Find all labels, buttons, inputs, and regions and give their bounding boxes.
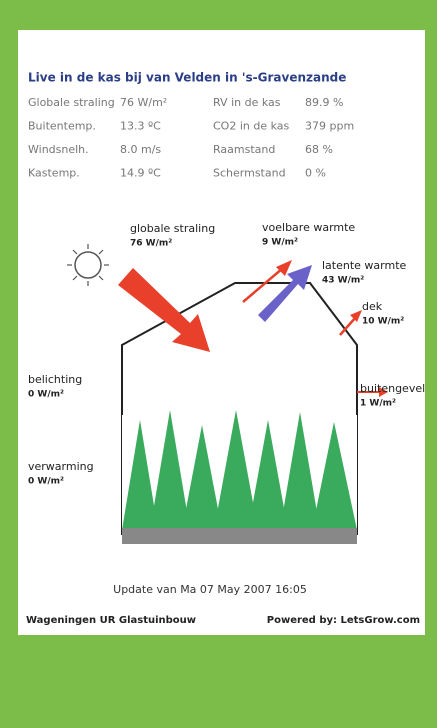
flow-value: 76 W/m²: [130, 239, 172, 249]
table-cell: 0 %: [305, 167, 326, 180]
table-cell: 68 %: [305, 143, 333, 156]
table-cell: Kastemp.: [28, 167, 80, 180]
screen: Live in de kas bij van Velden in 's-Grav…: [0, 0, 437, 728]
table-cell: Raamstand: [213, 143, 275, 156]
table-cell: Windsnelh.: [28, 143, 89, 156]
update-time: Update van Ma 07 May 2007 16:05: [113, 583, 307, 596]
flow-name: buitengevel: [360, 382, 425, 395]
flow-name: globale straling: [130, 222, 215, 235]
table-cell: 76 W/m²: [120, 96, 167, 109]
table-cell: Schermstand: [213, 167, 286, 180]
flow-name: voelbare warmte: [262, 221, 355, 234]
table-cell: RV in de kas: [213, 96, 281, 109]
table-cell: CO2 in de kas: [213, 120, 290, 133]
flow-value: 10 W/m²: [362, 317, 404, 327]
page: Live in de kas bij van Velden in 's-Grav…: [0, 0, 437, 728]
title: Live in de kas bij van Velden in 's-Grav…: [28, 71, 346, 85]
flow-value: 1 W/m²: [360, 399, 396, 409]
flow-name: latente warmte: [322, 259, 407, 272]
flow-value: 0 W/m²: [28, 477, 64, 487]
footer-left: Wageningen UR Glastuinbouw: [26, 615, 196, 626]
table-cell: 89.9 %: [305, 96, 343, 109]
flow-value: 43 W/m²: [322, 276, 364, 286]
footer-right: Powered by: LetsGrow.com: [267, 615, 420, 626]
flow-value: 9 W/m²: [262, 238, 298, 248]
flow-name: verwarming: [28, 460, 94, 473]
table-cell: 8.0 m/s: [120, 143, 161, 156]
table-cell: Buitentemp.: [28, 120, 96, 133]
table-cell: 13.3 ºC: [120, 120, 161, 133]
table-cell: 14.9 ºC: [120, 167, 161, 180]
flow-name: belichting: [28, 373, 82, 386]
flow-name: dek: [362, 300, 383, 313]
flow-value: 0 W/m²: [28, 390, 64, 400]
table-cell: 379 ppm: [305, 120, 354, 133]
table-cell: Globale straling: [28, 96, 115, 109]
